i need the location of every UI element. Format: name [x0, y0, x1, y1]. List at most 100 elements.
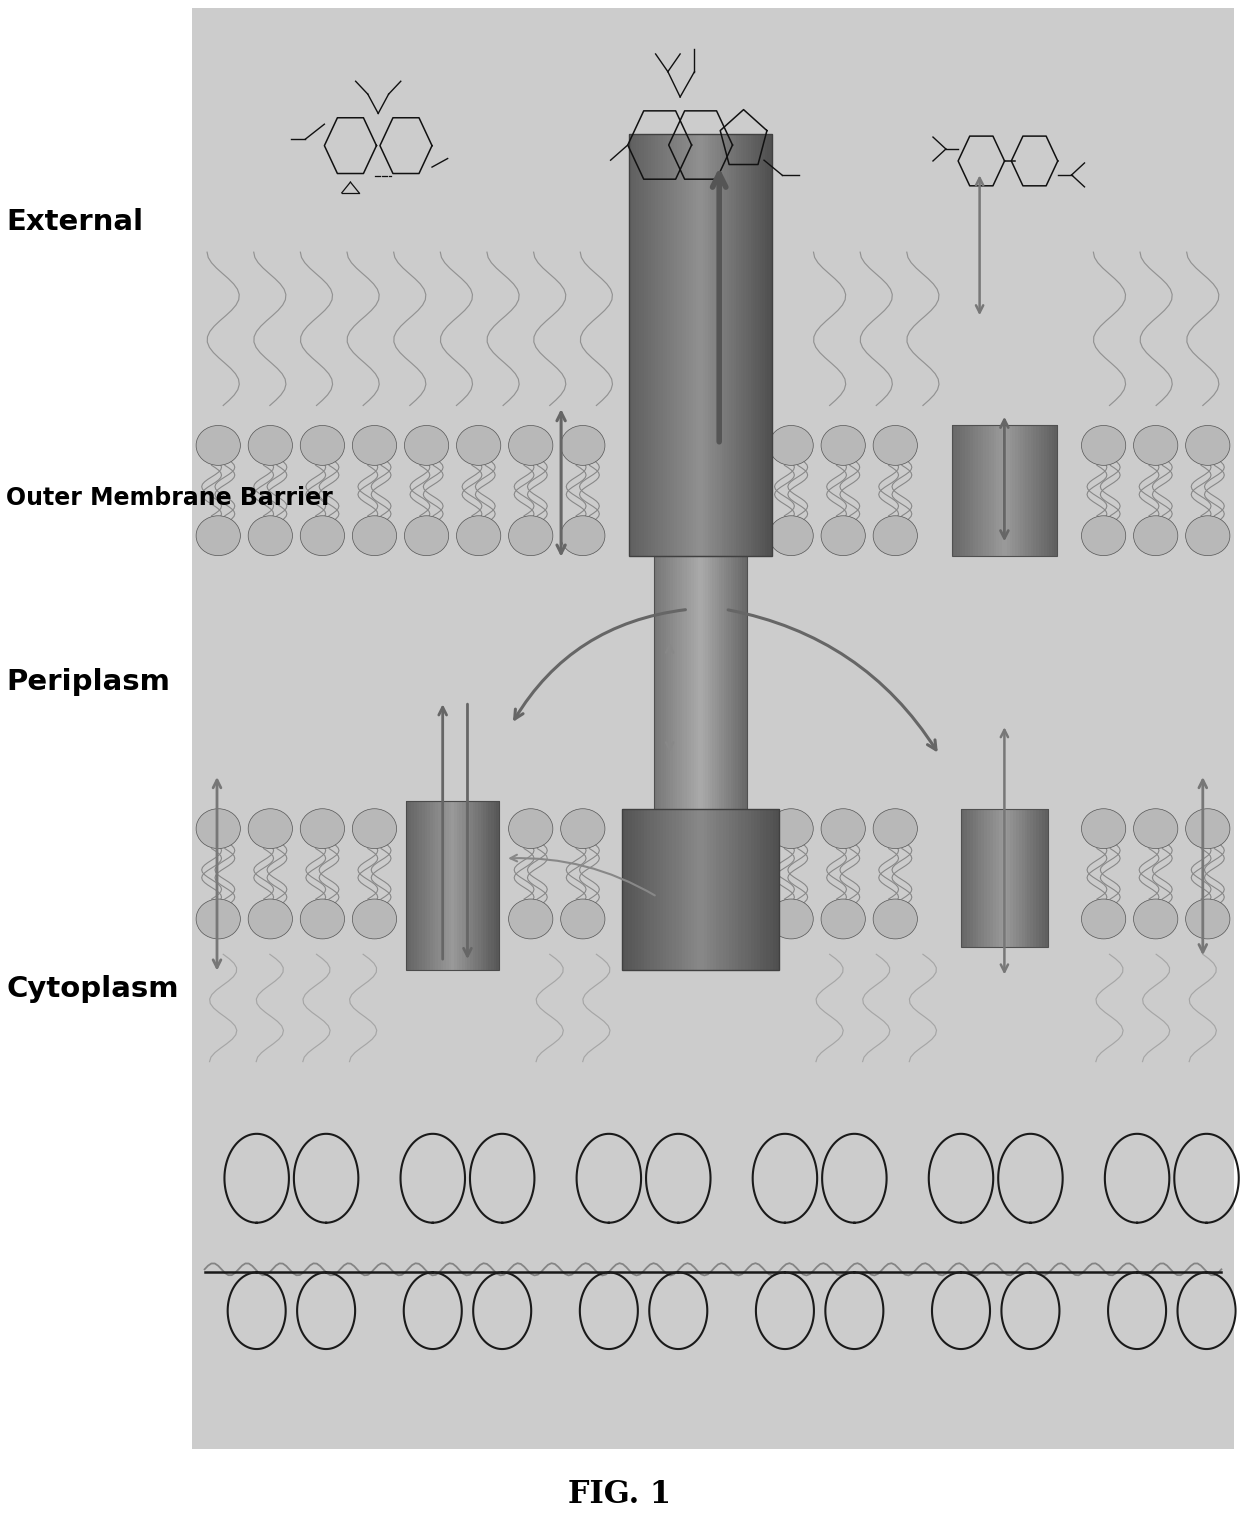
Ellipse shape: [508, 426, 553, 466]
Ellipse shape: [300, 809, 345, 849]
Bar: [963, 809, 968, 946]
Bar: [706, 555, 709, 816]
Ellipse shape: [821, 515, 866, 555]
Bar: [663, 555, 667, 816]
Bar: [651, 809, 655, 970]
Bar: [748, 809, 751, 970]
Bar: [1009, 425, 1013, 555]
Bar: [1025, 425, 1029, 555]
Bar: [1030, 809, 1034, 946]
Bar: [1045, 809, 1049, 946]
Bar: [750, 133, 754, 555]
Bar: [696, 133, 699, 555]
Bar: [701, 133, 704, 555]
Ellipse shape: [456, 515, 501, 555]
Bar: [639, 133, 642, 555]
Bar: [407, 802, 410, 970]
Bar: [1028, 809, 1032, 946]
Bar: [677, 133, 681, 555]
Bar: [994, 425, 998, 555]
Bar: [768, 133, 771, 555]
Text: External: External: [6, 208, 144, 236]
Bar: [996, 809, 999, 946]
Ellipse shape: [456, 426, 501, 466]
Bar: [1037, 425, 1040, 555]
Bar: [673, 555, 676, 816]
Bar: [668, 555, 672, 816]
Bar: [742, 809, 745, 970]
Ellipse shape: [1133, 898, 1178, 938]
Bar: [662, 133, 666, 555]
Ellipse shape: [769, 809, 813, 849]
Bar: [1039, 425, 1043, 555]
Bar: [729, 133, 733, 555]
Bar: [1022, 809, 1025, 946]
Bar: [477, 802, 481, 970]
Bar: [961, 809, 965, 946]
Bar: [735, 809, 739, 970]
Ellipse shape: [1081, 426, 1126, 466]
Bar: [766, 809, 771, 970]
Bar: [661, 555, 665, 816]
Ellipse shape: [821, 426, 866, 466]
Bar: [496, 802, 501, 970]
Bar: [688, 133, 692, 555]
Bar: [1028, 425, 1032, 555]
Bar: [973, 425, 977, 555]
Bar: [625, 809, 630, 970]
Bar: [409, 802, 413, 970]
Bar: [417, 802, 420, 970]
Bar: [687, 555, 691, 816]
Ellipse shape: [560, 515, 605, 555]
Bar: [653, 809, 658, 970]
Bar: [734, 133, 738, 555]
Bar: [742, 133, 744, 555]
Bar: [760, 133, 764, 555]
Bar: [692, 555, 694, 816]
Bar: [414, 802, 418, 970]
Bar: [717, 133, 720, 555]
Bar: [651, 133, 655, 555]
Bar: [481, 802, 485, 970]
Ellipse shape: [196, 426, 241, 466]
Bar: [461, 802, 466, 970]
Bar: [1030, 425, 1034, 555]
Bar: [656, 555, 660, 816]
Bar: [776, 809, 780, 970]
Bar: [732, 809, 737, 970]
Bar: [714, 555, 718, 816]
Bar: [997, 425, 1001, 555]
Bar: [999, 425, 1003, 555]
Bar: [990, 809, 994, 946]
Bar: [703, 133, 707, 555]
Bar: [1052, 425, 1055, 555]
Ellipse shape: [1133, 809, 1178, 849]
Ellipse shape: [821, 898, 866, 938]
Bar: [743, 133, 746, 555]
Ellipse shape: [196, 809, 241, 849]
Bar: [672, 133, 676, 555]
Bar: [691, 133, 694, 555]
Bar: [484, 802, 487, 970]
Text: Outer Membrane Barrier: Outer Membrane Barrier: [6, 486, 334, 510]
Text: Periplasm: Periplasm: [6, 668, 170, 696]
Bar: [693, 555, 697, 816]
Ellipse shape: [248, 809, 293, 849]
Ellipse shape: [560, 809, 605, 849]
Bar: [655, 555, 657, 816]
Ellipse shape: [300, 515, 345, 555]
Bar: [952, 425, 1056, 555]
Bar: [717, 555, 720, 816]
Bar: [670, 809, 673, 970]
Bar: [678, 809, 683, 970]
Bar: [719, 555, 723, 816]
Bar: [433, 802, 436, 970]
Bar: [475, 802, 479, 970]
Bar: [1039, 809, 1043, 946]
Ellipse shape: [248, 898, 293, 938]
Bar: [636, 133, 640, 555]
Bar: [723, 809, 727, 970]
Bar: [960, 425, 963, 555]
Bar: [622, 809, 626, 970]
Ellipse shape: [352, 898, 397, 938]
